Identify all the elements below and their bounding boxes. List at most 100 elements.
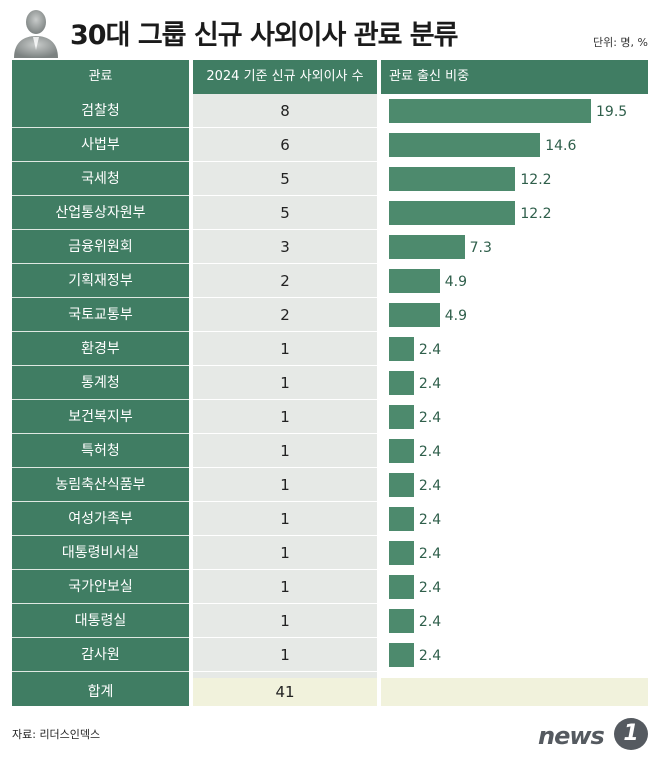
share-data-label: 2.4 xyxy=(418,614,442,630)
agency-label: 환경부 xyxy=(12,332,189,366)
share-bar xyxy=(389,133,541,157)
table-row: 국가안보실 1 2.4 xyxy=(12,570,648,604)
table-row: 여성가족부 1 2.4 xyxy=(12,502,648,536)
table-row: 보건복지부 1 2.4 xyxy=(12,400,648,434)
count-value: 2 xyxy=(193,264,377,298)
table-row: 산업통상자원부 5 12.2 xyxy=(12,196,648,230)
share-cell: 2.4 xyxy=(381,604,648,638)
unit-label: 단위: 명, % xyxy=(592,36,648,49)
share-data-label: 2.4 xyxy=(418,580,442,596)
share-bar xyxy=(389,371,414,395)
count-value: 1 xyxy=(193,536,377,570)
count-column-bg xyxy=(193,60,377,706)
share-data-label: 2.4 xyxy=(418,376,442,392)
table-row: 농림축산식품부 1 2.4 xyxy=(12,468,648,502)
agency-label: 보건복지부 xyxy=(12,400,189,434)
share-bar xyxy=(389,269,440,293)
agency-label: 국토교통부 xyxy=(12,298,189,332)
share-data-label: 7.3 xyxy=(469,240,492,256)
share-cell: 2.4 xyxy=(381,502,648,536)
share-cell: 2.4 xyxy=(381,638,648,672)
agency-label: 금융위원회 xyxy=(12,230,189,264)
agency-label: 농림축산식품부 xyxy=(12,468,189,502)
share-data-label: 2.4 xyxy=(418,648,442,664)
table-row: 금융위원회 3 7.3 xyxy=(12,230,648,264)
share-data-label: 4.9 xyxy=(444,274,468,290)
table-row: 기획재정부 2 4.9 xyxy=(12,264,648,298)
table-row: 환경부 1 2.4 xyxy=(12,332,648,366)
share-data-label: 2.4 xyxy=(418,410,442,426)
share-data-label: 14.6 xyxy=(545,138,577,154)
source-note: 자료: 리더스인덱스 xyxy=(12,728,101,741)
share-data-label: 2.4 xyxy=(418,546,442,562)
share-bar xyxy=(389,473,414,497)
table-row: 국세청 5 12.2 xyxy=(12,162,648,196)
header-count: 2024 기준 신규 사외이사 수 xyxy=(193,60,377,94)
agency-label: 기획재정부 xyxy=(12,264,189,298)
chart-title: 30대 그룹 신규 사외이사 관료 분류 xyxy=(70,20,458,51)
count-value: 1 xyxy=(193,434,377,468)
agency-label: 산업통상자원부 xyxy=(12,196,189,230)
count-value: 5 xyxy=(193,196,377,230)
agency-column-bg xyxy=(12,60,189,706)
agency-label: 대통령비서실 xyxy=(12,536,189,570)
count-value: 2 xyxy=(193,298,377,332)
share-cell: 2.4 xyxy=(381,570,648,604)
count-value: 3 xyxy=(193,230,377,264)
count-value: 1 xyxy=(193,400,377,434)
share-bar xyxy=(389,235,465,259)
table-row: 대통령비서실 1 2.4 xyxy=(12,536,648,570)
total-value: 41 xyxy=(193,678,377,706)
table-row: 통계청 1 2.4 xyxy=(12,366,648,400)
share-cell: 4.9 xyxy=(381,264,648,298)
table-row: 사법부 6 14.6 xyxy=(12,128,648,162)
share-cell: 2.4 xyxy=(381,332,648,366)
share-data-label: 2.4 xyxy=(418,478,442,494)
share-data-label: 2.4 xyxy=(418,342,442,358)
total-label: 합계 xyxy=(12,678,189,706)
share-cell: 19.5 xyxy=(381,94,648,128)
count-value: 1 xyxy=(193,502,377,536)
share-cell: 2.4 xyxy=(381,468,648,502)
logo-badge: 1 xyxy=(614,718,648,750)
share-bar xyxy=(389,201,516,225)
agency-label: 검찰청 xyxy=(12,94,189,128)
logo-text: news xyxy=(538,722,605,750)
header: 30대 그룹 신규 사외이사 관료 분류 단위: 명, % xyxy=(0,0,658,60)
total-row: 합계 41 xyxy=(12,678,648,706)
share-data-label: 2.4 xyxy=(418,512,442,528)
share-cell: 2.4 xyxy=(381,366,648,400)
count-value: 6 xyxy=(193,128,377,162)
share-data-label: 12.2 xyxy=(520,206,552,222)
share-bar xyxy=(389,507,414,531)
table-row: 검찰청 8 19.5 xyxy=(12,94,648,128)
count-value: 1 xyxy=(193,332,377,366)
agency-label: 여성가족부 xyxy=(12,502,189,536)
share-cell: 12.2 xyxy=(381,162,648,196)
agency-label: 사법부 xyxy=(12,128,189,162)
person-icon xyxy=(14,10,58,58)
agency-label: 국세청 xyxy=(12,162,189,196)
share-bar xyxy=(389,99,591,123)
agency-label: 국가안보실 xyxy=(12,570,189,604)
share-cell: 14.6 xyxy=(381,128,648,162)
share-cell: 2.4 xyxy=(381,434,648,468)
share-data-label: 19.5 xyxy=(596,104,628,120)
share-bar xyxy=(389,405,414,429)
count-value: 5 xyxy=(193,162,377,196)
share-bar xyxy=(389,303,440,327)
header-agency: 관료 xyxy=(12,60,189,94)
share-data-label: 12.2 xyxy=(520,172,552,188)
count-value: 1 xyxy=(193,468,377,502)
agency-label: 통계청 xyxy=(12,366,189,400)
agency-label: 특허청 xyxy=(12,434,189,468)
share-bar xyxy=(389,337,414,361)
share-cell: 4.9 xyxy=(381,298,648,332)
count-value: 1 xyxy=(193,638,377,672)
chart-table: 관료 2024 기준 신규 사외이사 수 관료 출신 비중 검찰청 8 19.5 사법… xyxy=(12,60,648,706)
table-row: 대통령실 1 2.4 xyxy=(12,604,648,638)
share-data-label: 2.4 xyxy=(418,444,442,460)
share-cell: 2.4 xyxy=(381,536,648,570)
share-bar xyxy=(389,643,414,667)
news1-logo: news 1 xyxy=(538,716,650,752)
